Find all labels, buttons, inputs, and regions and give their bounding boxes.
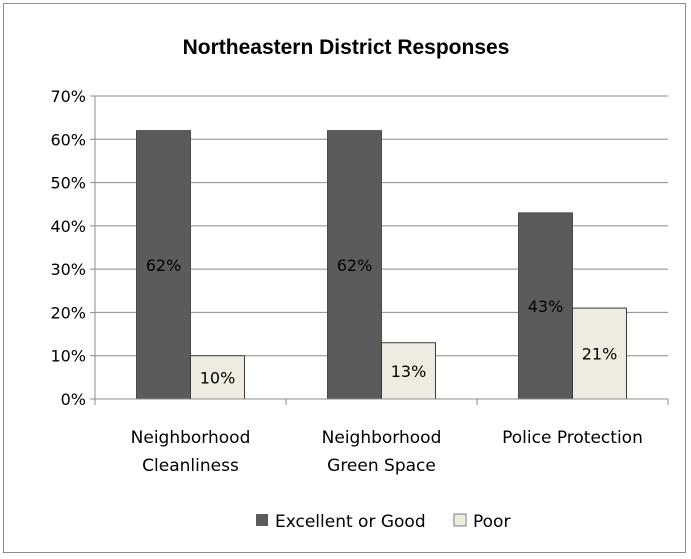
y-tick-label: 10% — [50, 347, 86, 366]
y-tick-label: 40% — [50, 217, 86, 236]
data-label: 21% — [582, 345, 618, 364]
category-label: Green Space — [327, 456, 436, 476]
legend-swatch — [453, 513, 467, 527]
y-tick-label: 0% — [61, 390, 86, 409]
data-label: 43% — [528, 297, 564, 316]
category-label: Cleanliness — [142, 456, 239, 476]
bar-poor — [572, 307, 627, 400]
bar-excellent-or-good — [136, 130, 191, 400]
y-tick-label: 50% — [50, 174, 86, 193]
legend-label: Excellent or Good — [275, 512, 426, 532]
legend-swatch — [256, 514, 268, 526]
data-label: 62% — [146, 256, 182, 275]
data-label: 13% — [391, 362, 427, 381]
legend-label: Poor — [473, 512, 510, 532]
category-label: Police Protection — [502, 428, 643, 448]
data-label: 10% — [200, 368, 236, 387]
labels: 0% 10% 20% 30% 40% 50% 60% 70% 62% 10% Neighborhoo… — [50, 87, 642, 476]
bars — [136, 130, 627, 400]
bar-excellent-or-good — [327, 130, 382, 400]
y-tick-label: 70% — [50, 87, 86, 106]
bar-poor — [190, 355, 245, 400]
y-tick-label: 30% — [50, 260, 86, 279]
bar-excellent-or-good — [518, 212, 573, 400]
chart-title: Northeastern District Responses — [183, 36, 510, 59]
y-tick-label: 60% — [50, 130, 86, 149]
y-tick-label: 20% — [50, 303, 86, 322]
data-label: 62% — [337, 256, 373, 275]
bar-poor — [381, 342, 436, 400]
category-label: Neighborhood — [131, 428, 251, 448]
category-label: Neighborhood — [322, 428, 442, 448]
axes — [90, 95, 669, 405]
legend: Excellent or Good Poor — [256, 512, 510, 532]
